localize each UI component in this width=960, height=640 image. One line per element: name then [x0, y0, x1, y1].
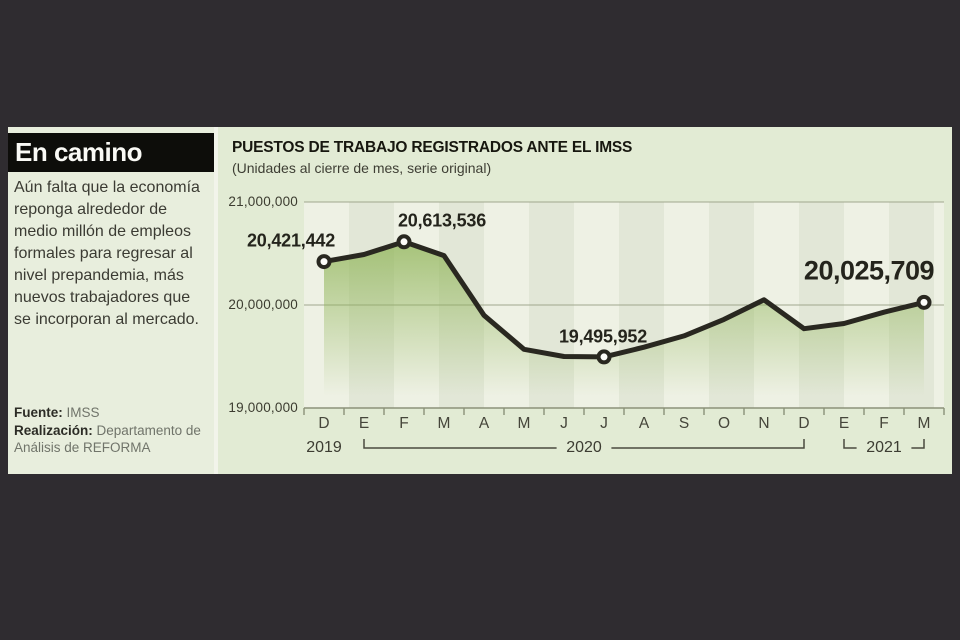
- year-bracket-left: [843, 439, 857, 449]
- source-line: Fuente: IMSS: [14, 404, 206, 422]
- source-block: Fuente: IMSS Realización: Departamento d…: [14, 404, 206, 457]
- area-fill: [324, 241, 924, 408]
- year-bracket-left: [363, 439, 557, 449]
- y-axis-tick-label: 20,000,000: [228, 297, 298, 312]
- x-axis-month-label: M: [917, 415, 931, 432]
- x-axis-month-label: M: [437, 415, 451, 432]
- data-point-marker: [316, 254, 332, 270]
- x-axis-year-label: 2021: [866, 439, 902, 456]
- chart-subtitle: (Unidades al cierre de mes, serie origin…: [232, 160, 492, 176]
- panel-divider: [214, 127, 218, 474]
- sidebar-title-bar: En camino: [8, 133, 214, 172]
- data-point-marker: [916, 294, 932, 310]
- x-axis-month-label: A: [638, 415, 650, 432]
- x-axis-month-label: D: [318, 415, 330, 432]
- data-point-label: 20,613,536: [397, 210, 487, 231]
- x-axis-month-label: E: [838, 415, 850, 432]
- x-axis-month-label: A: [478, 415, 490, 432]
- sidebar-title: En camino: [15, 137, 142, 167]
- chart-panel: PUESTOS DE TRABAJO REGISTRADOS ANTE EL I…: [218, 127, 952, 474]
- data-point-label: 20,421,442: [246, 230, 336, 251]
- credit-label: Realización:: [14, 422, 93, 438]
- chart-title: PUESTOS DE TRABAJO REGISTRADOS ANTE EL I…: [232, 139, 633, 156]
- sidebar: En camino Aún falta que la economía repo…: [8, 127, 214, 474]
- x-axis-month-label: E: [358, 415, 370, 432]
- source-value: IMSS: [66, 405, 100, 420]
- y-axis-tick-label: 19,000,000: [228, 400, 298, 415]
- x-axis-month-label: F: [879, 415, 889, 432]
- line-chart-plot: [303, 201, 945, 449]
- credit-line: Realización: Departamento de Análisis de…: [14, 422, 206, 457]
- x-axis-month-label: F: [399, 415, 409, 432]
- source-label: Fuente:: [14, 405, 63, 420]
- x-axis-year-label: 2020: [566, 439, 602, 456]
- year-bracket-right: [611, 439, 805, 449]
- data-point-marker: [396, 234, 412, 250]
- x-axis-month-label: N: [758, 415, 770, 432]
- x-axis-month-label: M: [517, 415, 531, 432]
- y-axis-tick-label: 21,000,000: [228, 194, 298, 209]
- x-axis-month-label: J: [560, 415, 568, 432]
- data-point-label: 19,495,952: [558, 326, 648, 347]
- data-point-label: 20,025,709: [803, 255, 935, 286]
- data-line: [321, 239, 927, 360]
- credit-value: Departamento de Análisis de REFORMA: [14, 422, 201, 456]
- x-axis-year-label: 2019: [306, 439, 342, 456]
- x-axis-month-label: O: [717, 415, 731, 432]
- data-point-marker: [596, 349, 612, 365]
- year-bracket-right: [911, 439, 925, 449]
- x-axis-month-label: D: [798, 415, 810, 432]
- sidebar-paragraph: Aún falta que la economía reponga alrede…: [14, 179, 200, 328]
- x-axis-month-label: S: [678, 415, 690, 432]
- x-axis-month-label: J: [600, 415, 608, 432]
